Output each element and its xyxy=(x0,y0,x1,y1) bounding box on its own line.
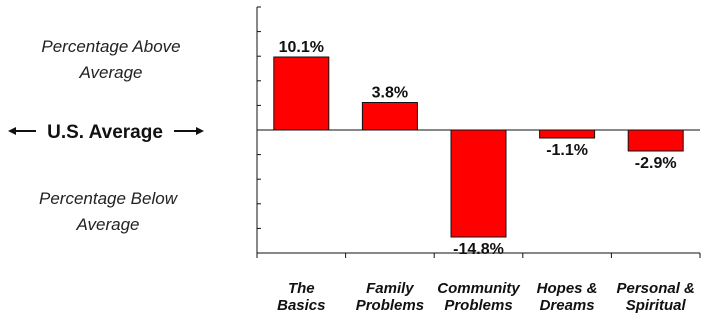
bar xyxy=(361,102,418,131)
below-label-line-2: Average xyxy=(75,215,139,234)
right-arrowhead-icon xyxy=(196,127,204,135)
x-axis-ticks xyxy=(256,253,701,258)
category-label: Problems xyxy=(356,297,424,314)
data-label: 3.8% xyxy=(372,85,408,102)
category-label: Basics xyxy=(277,297,325,314)
category-label: Personal & xyxy=(617,280,695,297)
baseline-indicator: U.S. Average xyxy=(8,122,204,143)
category-label: Spiritual xyxy=(626,297,687,314)
above-label-line-2: Average xyxy=(78,63,142,82)
category-label: Dreams xyxy=(540,297,595,314)
value-labels: 10.1% 3.8% -14.8% -1.1% -2.9% xyxy=(279,39,677,258)
bars xyxy=(273,56,684,238)
data-label: -2.9% xyxy=(635,155,677,172)
category-label: The xyxy=(288,280,315,297)
data-label: 10.1% xyxy=(279,39,324,56)
category-label: Problems xyxy=(444,297,512,314)
above-label-line-1: Percentage Above xyxy=(41,37,180,56)
data-label: -1.1% xyxy=(546,142,588,159)
y-axis-ticks xyxy=(257,6,261,254)
category-label: Community xyxy=(437,280,520,297)
left-arrowhead-icon xyxy=(8,127,16,135)
bar xyxy=(627,129,684,152)
bar xyxy=(539,129,596,139)
category-labels: TheBasicsFamilyProblemsCommunityProblems… xyxy=(277,280,695,314)
data-label: -14.8% xyxy=(453,241,504,258)
bar xyxy=(273,56,330,131)
category-label: Family xyxy=(366,280,414,297)
category-label: Hopes & xyxy=(537,280,598,297)
bar xyxy=(450,129,507,238)
below-label-line-1: Percentage Below xyxy=(39,189,179,208)
baseline-label: U.S. Average xyxy=(47,122,163,143)
